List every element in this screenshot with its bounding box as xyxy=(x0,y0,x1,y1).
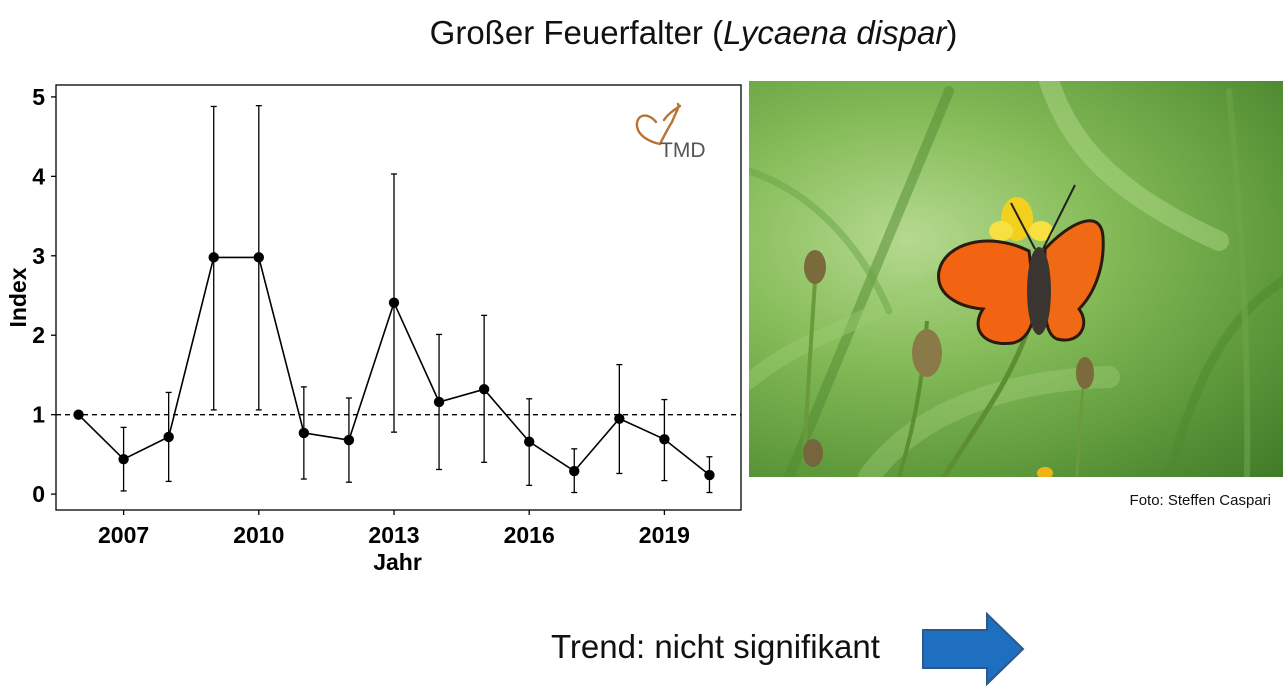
data-point xyxy=(704,469,715,481)
y-tick-label: 3 xyxy=(32,243,45,269)
plot-border xyxy=(55,84,742,511)
data-point xyxy=(614,413,625,424)
data-point xyxy=(659,434,670,445)
trend-arrow-shape xyxy=(922,612,1025,686)
tmd-logo: TMD xyxy=(635,102,706,162)
flower-buds xyxy=(802,250,1094,477)
title-close: ) xyxy=(946,14,958,51)
trend-label: Trend: nicht signifikant xyxy=(551,628,880,665)
data-point xyxy=(298,427,310,439)
data-point xyxy=(163,431,174,443)
title-scientific-name: Lycaena dispar xyxy=(723,14,947,51)
data-point xyxy=(478,384,490,395)
butterfly-photo xyxy=(749,81,1283,477)
title-common-name: Großer Feuerfalter ( xyxy=(429,14,724,51)
logo-text: TMD xyxy=(660,139,706,162)
data-point xyxy=(118,453,129,465)
data-point xyxy=(569,465,580,477)
x-tick-label: 2007 xyxy=(98,522,149,548)
y-tick-label: 2 xyxy=(32,322,45,348)
x-tick-label: 2019 xyxy=(639,522,690,548)
x-tick-label: 2013 xyxy=(368,522,419,548)
index-chart: 0 1 2 3 4 5 2007 2010 2013 2016 2019 Jahr Index TMD xyxy=(5,84,742,570)
photo-credit: Foto: Steffen Caspari xyxy=(1129,492,1271,509)
point-layer xyxy=(73,252,715,481)
slide-title: Großer Feuerfalter (Lycaena dispar) xyxy=(0,14,1287,52)
axis-layer: 0 1 2 3 4 5 2007 2010 2013 2016 2019 Jahr Index xyxy=(5,84,690,570)
data-point xyxy=(523,436,535,447)
y-tick-label: 0 xyxy=(32,481,45,507)
plot-panel xyxy=(55,84,742,511)
data-point xyxy=(73,409,84,420)
right-arrow-icon xyxy=(922,612,1025,686)
x-axis-label: Jahr xyxy=(373,549,422,570)
data-point xyxy=(253,252,264,263)
logo-butterfly-icon xyxy=(635,102,682,146)
y-tick-label: 4 xyxy=(32,163,45,189)
butterfly xyxy=(937,184,1105,345)
y-tick-label: 1 xyxy=(32,402,45,428)
y-tick-label: 5 xyxy=(32,84,45,110)
x-tick-label: 2016 xyxy=(504,522,555,548)
x-tick-label: 2010 xyxy=(233,522,284,548)
data-point xyxy=(433,396,445,408)
y-axis-label: Index xyxy=(5,267,31,327)
data-point xyxy=(388,297,400,308)
data-point xyxy=(208,252,219,263)
data-point xyxy=(343,434,355,446)
